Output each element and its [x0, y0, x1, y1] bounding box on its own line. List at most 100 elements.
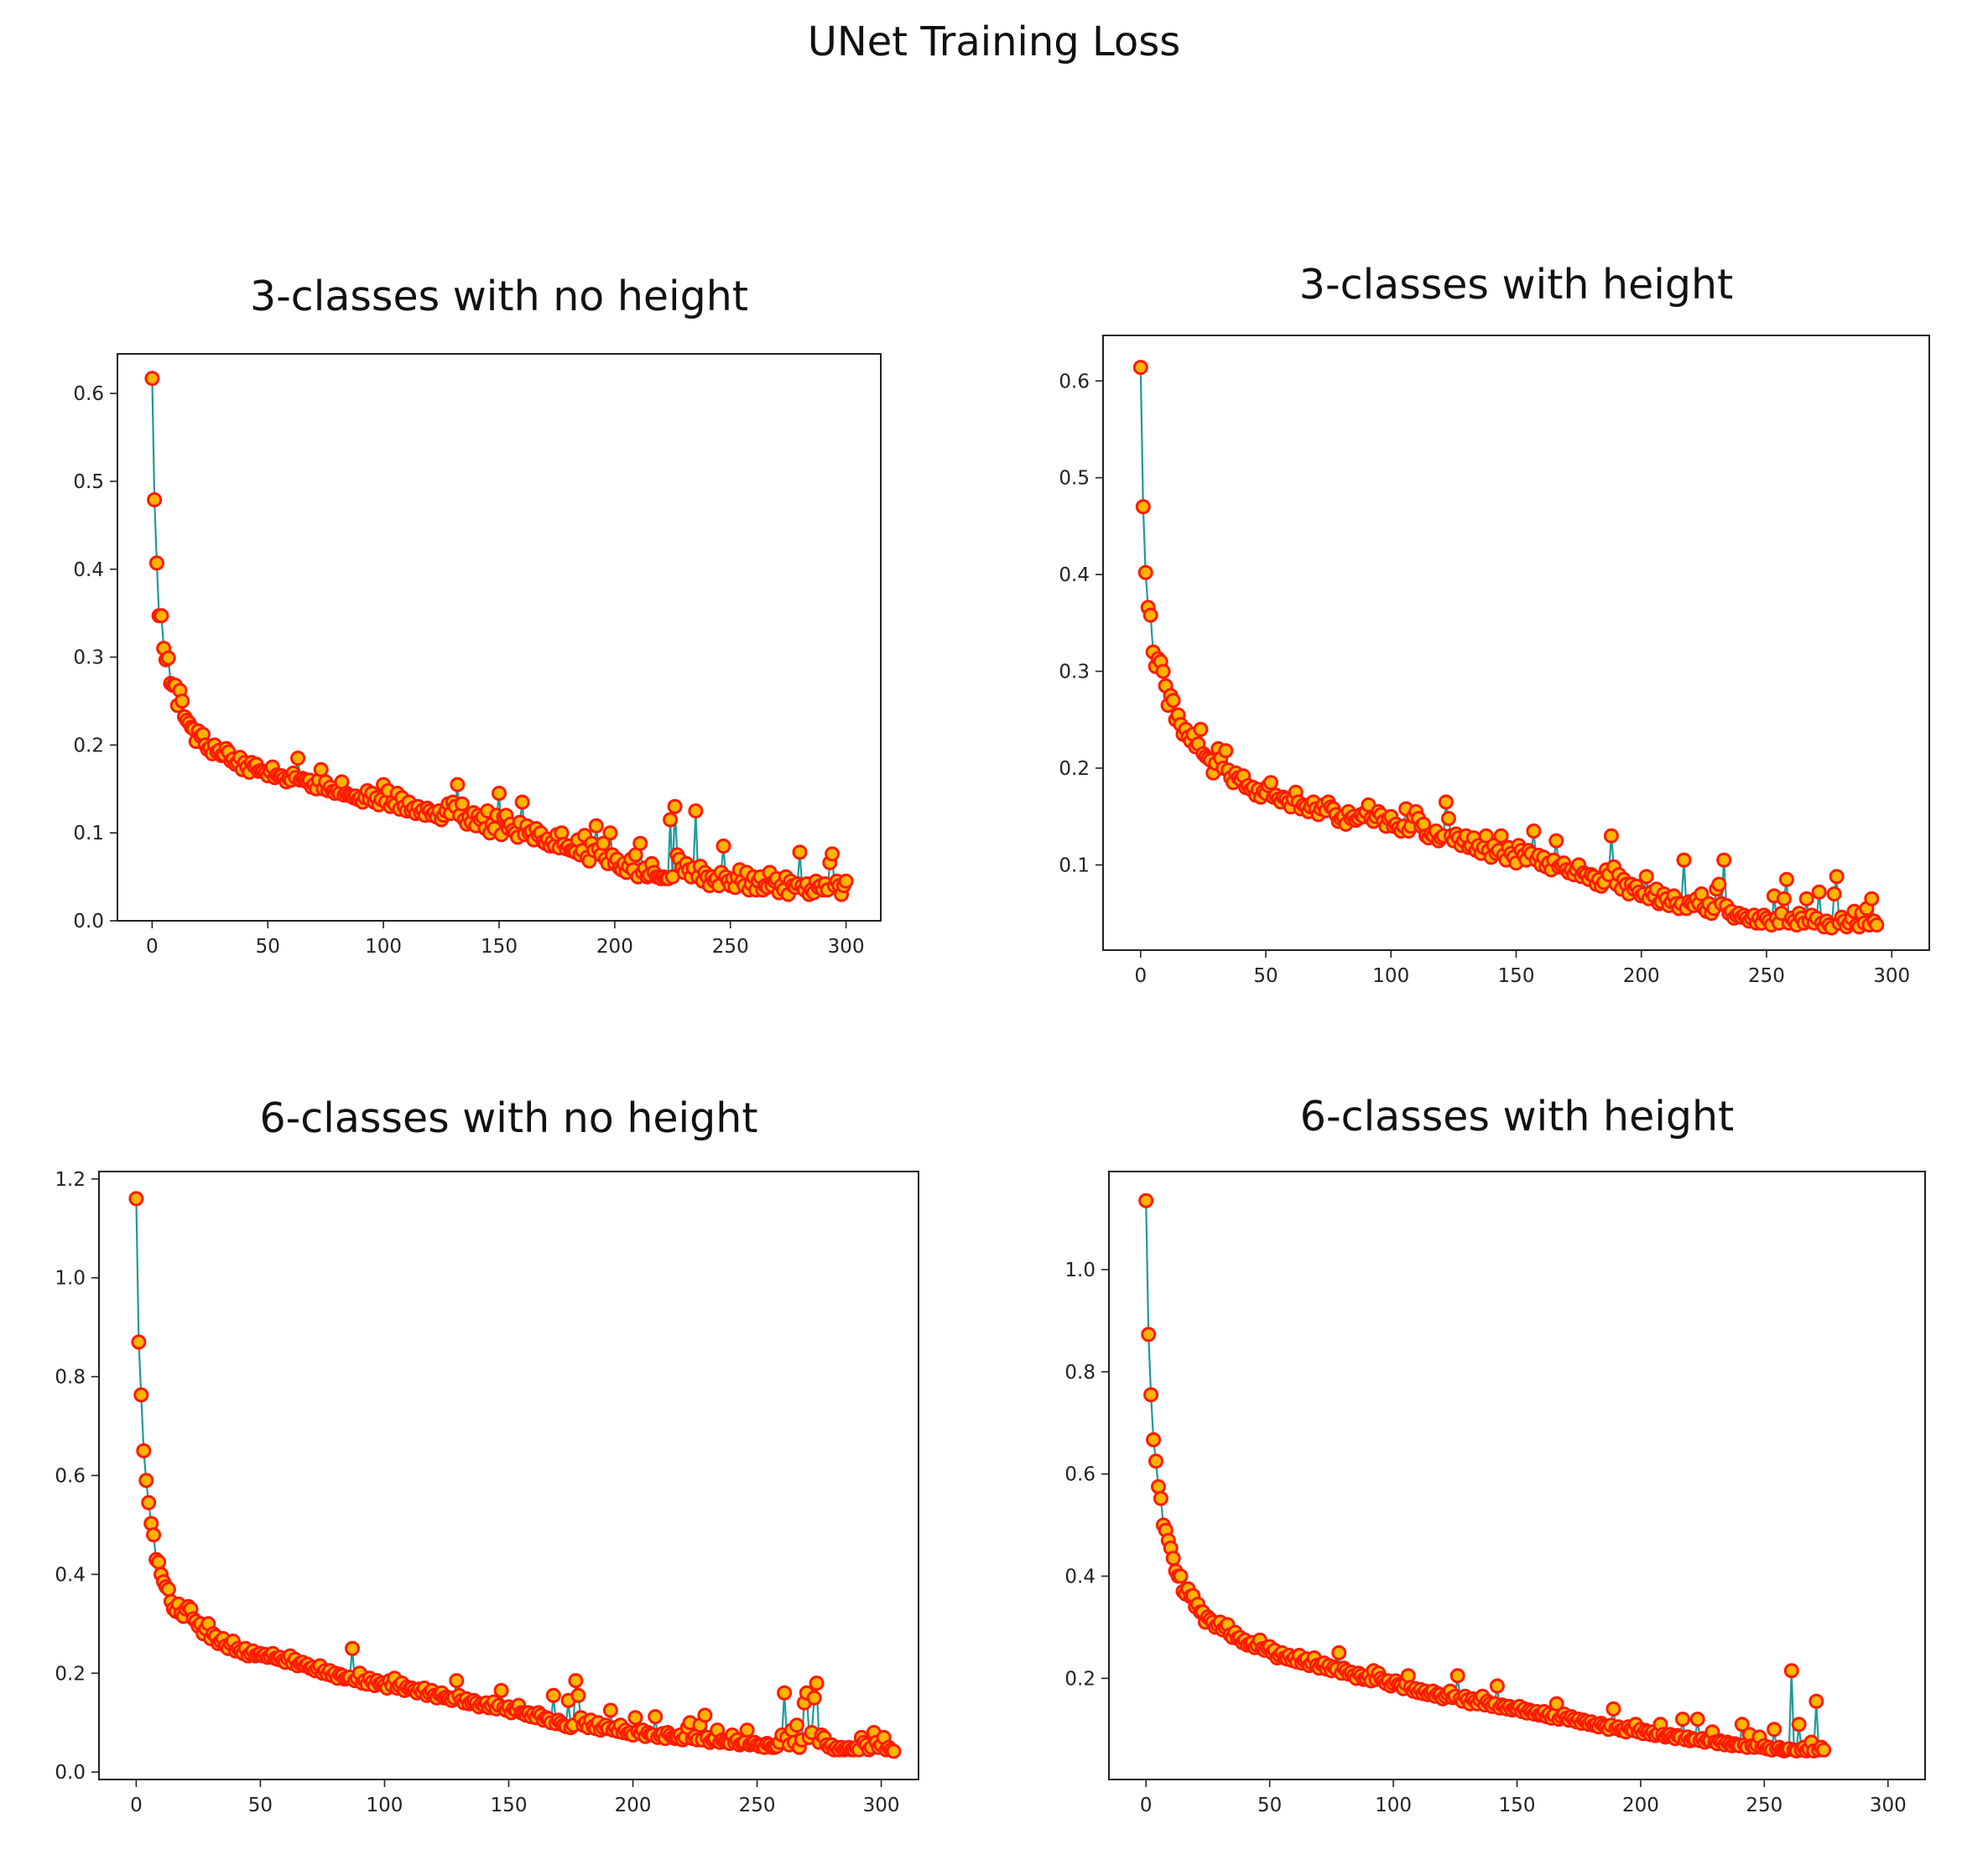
loss-point — [1778, 871, 1794, 887]
x-tick-label: 200 — [1623, 965, 1660, 987]
loss-point — [345, 1640, 360, 1656]
x-tick-label: 150 — [481, 936, 518, 958]
loss-point — [144, 371, 160, 387]
y-tick-label: 0.1 — [73, 823, 104, 844]
loss-point — [739, 1722, 755, 1738]
x-tick-label: 0 — [1140, 1795, 1153, 1816]
chart-panel-2: 3-classes with height 0 50 100 150 200 250 300 0… — [1059, 261, 1930, 987]
x-tick-label: 150 — [1499, 1795, 1536, 1816]
x-tick-label: 200 — [1622, 1795, 1659, 1816]
y-tick-label: 0.2 — [55, 1663, 86, 1685]
loss-point — [697, 1707, 713, 1723]
loss-point — [492, 786, 507, 801]
loss-point — [688, 803, 704, 818]
loss-point — [450, 777, 466, 792]
plot-area — [1108, 1171, 1926, 1780]
loss-point — [1829, 869, 1845, 885]
chart-panel-1: 3-classes with no height 0 50 100 150 200 250 3… — [73, 273, 882, 958]
loss-point — [627, 1710, 643, 1726]
x-tick-label: 50 — [248, 1795, 273, 1816]
loss-point — [514, 794, 530, 810]
x-tick-label: 150 — [491, 1795, 528, 1816]
x-tick-label: 0 — [1134, 965, 1147, 987]
loss-point — [1361, 797, 1377, 813]
loss-point — [792, 844, 808, 860]
loss-point — [588, 818, 604, 834]
loss-point — [1173, 1568, 1189, 1584]
loss-point — [141, 1494, 157, 1510]
loss-point — [825, 846, 840, 862]
x-tick-label: 50 — [1253, 965, 1278, 987]
loss-point — [449, 1673, 465, 1689]
loss-point — [1478, 828, 1494, 844]
y-tick-label: 0.1 — [1059, 855, 1090, 876]
y-tick-label: 0.4 — [55, 1564, 86, 1586]
loss-point — [131, 1334, 147, 1350]
x-tick-label: 50 — [1257, 1795, 1282, 1816]
x-tick-label: 300 — [863, 1795, 900, 1816]
y-tick-label: 0.3 — [1059, 662, 1090, 683]
loss-point — [1165, 693, 1181, 709]
loss-point — [148, 555, 164, 571]
loss-point — [602, 1702, 618, 1718]
loss-point — [1798, 891, 1814, 907]
loss-point — [1605, 1701, 1621, 1717]
loss-point — [154, 608, 169, 624]
plot-area — [98, 1171, 919, 1780]
loss-point — [290, 751, 306, 766]
x-tick-label: 300 — [1873, 965, 1910, 987]
loss-point — [1548, 1696, 1564, 1712]
loss-point — [568, 1673, 584, 1689]
y-tick-label: 0.2 — [1064, 1668, 1095, 1690]
y-tick-label: 0.6 — [1059, 371, 1090, 392]
x-tick-label: 100 — [1375, 1795, 1412, 1816]
loss-point — [1137, 564, 1153, 580]
x-tick-label: 50 — [256, 936, 280, 958]
y-tick-label: 0.2 — [73, 735, 104, 756]
loss-point — [493, 1682, 509, 1698]
loss-point — [1193, 721, 1209, 737]
x-tick-label: 100 — [365, 936, 402, 958]
loss-point — [151, 1554, 167, 1570]
loss-point — [1776, 891, 1792, 907]
loss-point — [1165, 1551, 1181, 1566]
loss-point — [1438, 794, 1454, 810]
loss-point — [1153, 1490, 1168, 1506]
x-tick-label: 300 — [828, 936, 865, 958]
loss-point — [886, 1743, 902, 1759]
loss-point — [1449, 1668, 1465, 1684]
y-tick-label: 1.0 — [55, 1268, 86, 1290]
loss-point — [1767, 1722, 1782, 1738]
x-tick-label: 200 — [615, 1795, 652, 1816]
y-tick-label: 0.5 — [1059, 468, 1090, 490]
loss-point — [570, 1687, 586, 1703]
y-tick-label: 0.5 — [73, 471, 104, 493]
loss-point — [716, 838, 731, 854]
loss-point — [806, 1690, 822, 1706]
loss-point — [648, 1709, 664, 1725]
x-tick-label: 250 — [1748, 965, 1785, 987]
loss-point — [454, 796, 470, 812]
loss-point — [146, 1527, 162, 1543]
x-tick-label: 150 — [1498, 965, 1535, 987]
loss-point — [1141, 1327, 1157, 1343]
loss-point — [1135, 499, 1151, 515]
loss-point — [133, 1387, 149, 1403]
loss-point — [1146, 1431, 1162, 1447]
x-tick-label: 250 — [712, 936, 749, 958]
x-tick-label: 200 — [596, 936, 633, 958]
panel-title: 3-classes with height — [1299, 261, 1733, 309]
loss-point — [632, 835, 648, 851]
loss-point — [667, 798, 683, 814]
loss-point — [1493, 828, 1509, 844]
y-tick-label: 0.6 — [1064, 1464, 1095, 1486]
x-tick-label: 100 — [367, 1795, 403, 1816]
loss-point — [1711, 876, 1727, 892]
y-tick-label: 0.0 — [55, 1762, 86, 1784]
loss-point — [1869, 917, 1885, 933]
loss-point — [1716, 852, 1732, 868]
x-tick-label: 250 — [739, 1795, 776, 1816]
loss-point — [147, 492, 163, 507]
y-tick-label: 0.8 — [1064, 1362, 1095, 1384]
